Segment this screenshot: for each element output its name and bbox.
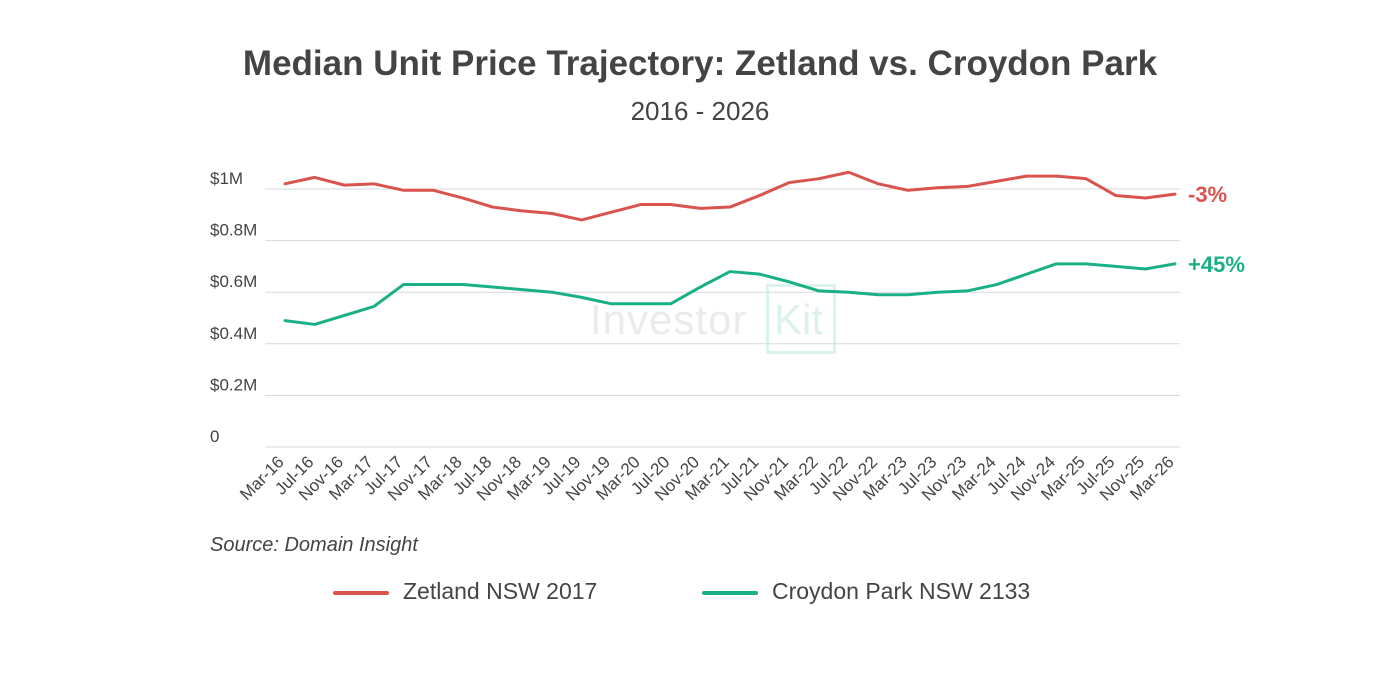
y-tick-label: $0.6M xyxy=(210,272,257,291)
y-tick-label: $0.4M xyxy=(210,324,257,343)
end-label-zetland: -3% xyxy=(1188,182,1227,207)
source-note: Source: Domain Insight xyxy=(210,534,418,556)
series-line-zetland xyxy=(283,170,1177,222)
legend-label-croydon-park: Croydon Park NSW 2133 xyxy=(772,578,1031,604)
legend-swatch-zetland xyxy=(333,591,389,595)
y-tick-label: $0.2M xyxy=(210,375,257,394)
chart-title: Median Unit Price Trajectory: Zetland vs… xyxy=(242,44,1158,83)
chart-subtitle: 2016 - 2026 xyxy=(630,96,770,126)
legend-label-zetland: Zetland NSW 2017 xyxy=(403,578,598,604)
legend: Zetland NSW 2017 Croydon Park NSW 2133 xyxy=(0,576,1400,608)
legend-swatch-croydon-park xyxy=(702,591,758,595)
series-line-croydon-park xyxy=(283,262,1177,326)
end-label-croydon-park: +45% xyxy=(1188,252,1245,277)
y-tick-label: $0.8M xyxy=(210,221,257,240)
y-tick-label: 0 xyxy=(210,427,219,446)
y-tick-label: $1M xyxy=(210,169,243,188)
